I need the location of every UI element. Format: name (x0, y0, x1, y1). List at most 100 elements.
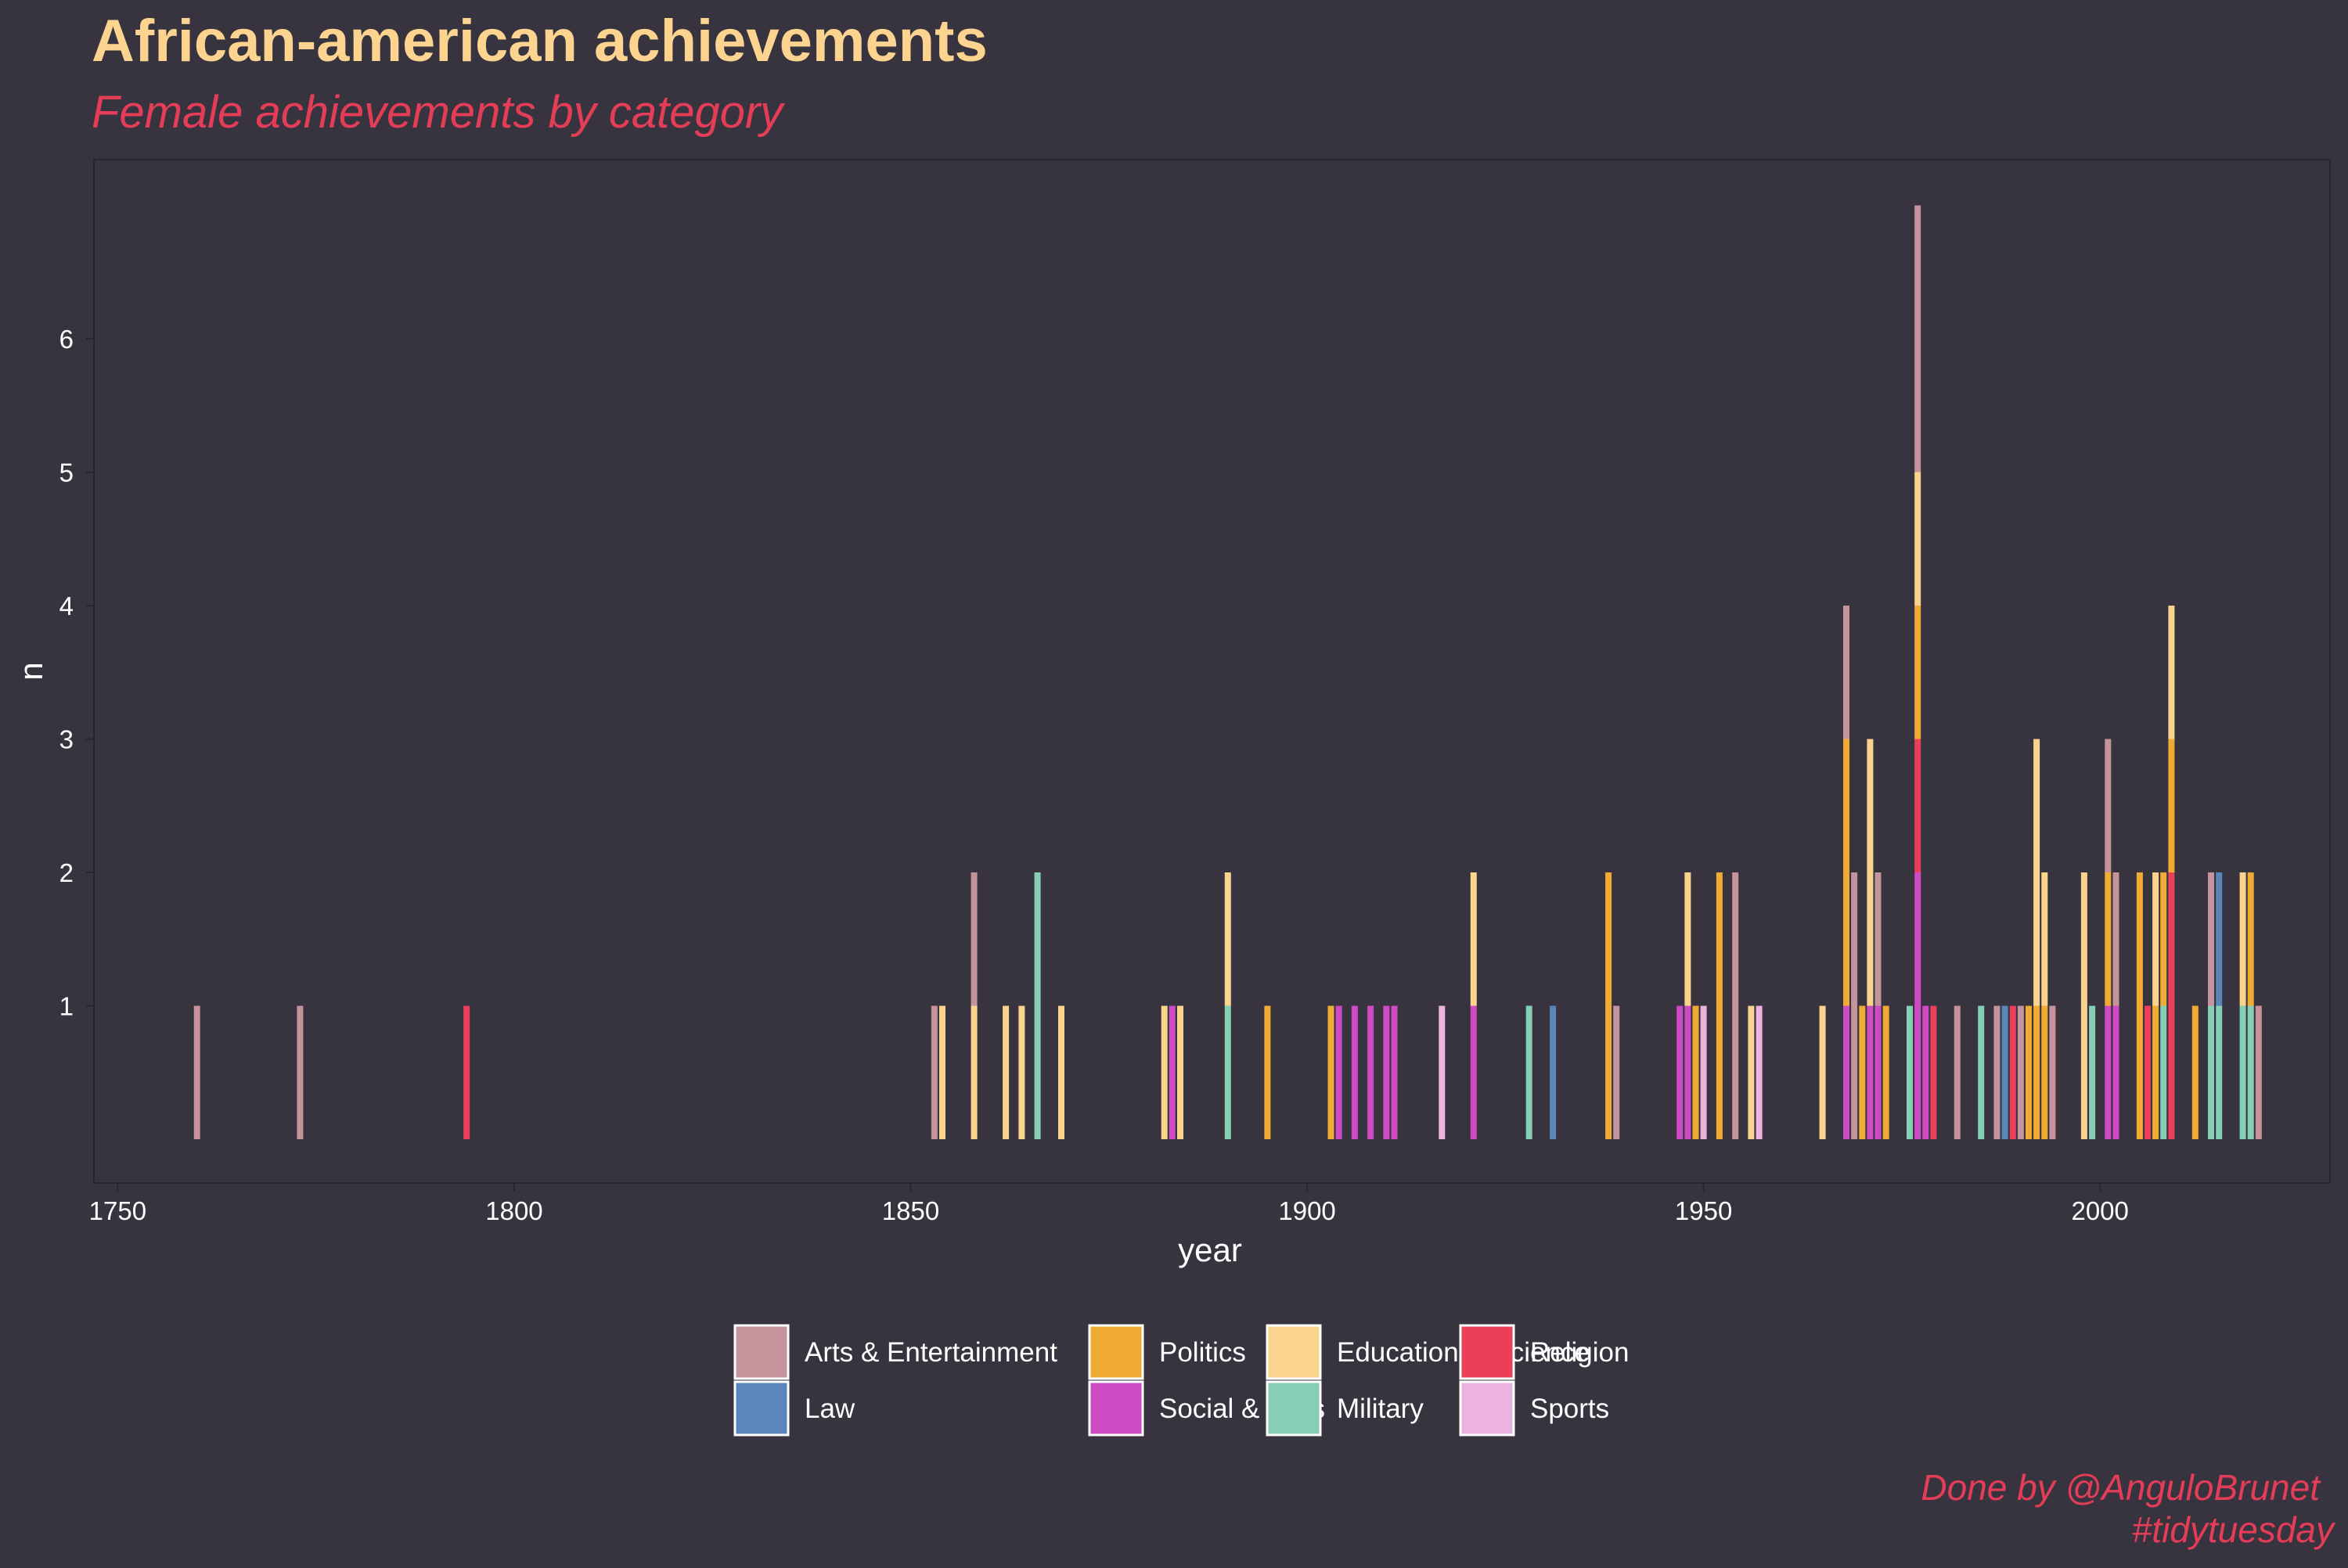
bar-1760-arts-and-entertainment (193, 1005, 200, 1139)
bar-1938-politics (1605, 872, 1612, 1139)
bar-1998-education-and-science (2080, 872, 2087, 1139)
bar-2002-social-and-jobs (2112, 1005, 2119, 1139)
bar-1910-social-and-jobs (1383, 1005, 1390, 1139)
bar-2007-education-and-science (2152, 872, 2159, 1006)
bar-1921-social-and-jobs (1470, 1005, 1477, 1139)
bar-1939-arts-and-entertainment (1613, 1005, 1620, 1139)
bar-1884-education-and-science (1177, 1005, 1183, 1139)
legend-key-sports (1459, 1380, 1515, 1437)
bar-1904-social-and-jobs (1335, 1005, 1342, 1139)
bar-1977-religion (1914, 739, 1921, 872)
bar-1866-military (1034, 872, 1041, 1139)
legend-label-politics: Politics (1159, 1337, 1246, 1368)
bar-1990-arts-and-entertainment (2017, 1005, 2024, 1139)
bar-2001-social-and-jobs (2105, 1005, 2112, 1139)
bar-2020-arts-and-entertainment (2255, 1005, 2262, 1139)
bar-1972-social-and-jobs (1874, 1005, 1882, 1139)
bar-1994-arts-and-entertainment (2049, 1005, 2056, 1139)
bar-1858-education-and-science (971, 1005, 978, 1139)
bar-1992-politics (2033, 1005, 2040, 1139)
bar-1957-sports (1756, 1005, 1763, 1139)
bar-1968-social-and-jobs (1843, 1005, 1849, 1139)
legend-key-social-and-jobs (1088, 1380, 1144, 1437)
bar-2001-arts-and-entertainment (2105, 739, 2112, 872)
y-tick-label: 3 (59, 725, 74, 754)
bar-1991-politics (2026, 1005, 2032, 1139)
bar-2014-military (2208, 1005, 2214, 1139)
y-axis-title: n (13, 662, 49, 680)
bar-2008-politics (2160, 872, 2167, 1006)
legend-label-religion: Religion (1530, 1337, 1629, 1368)
bar-2009-politics (2168, 739, 2175, 872)
bar-1947-social-and-jobs (1676, 1005, 1684, 1139)
legend-key-politics (1088, 1324, 1144, 1380)
x-tick-label: 2000 (2071, 1196, 2128, 1225)
bar-1952-politics (1716, 872, 1723, 1139)
bar-1903-politics (1327, 1005, 1334, 1139)
bar-1794-religion (463, 1005, 470, 1139)
bar-2019-politics (2247, 872, 2254, 1006)
bar-1971-education-and-science (1867, 739, 1874, 1006)
bar-2002-arts-and-entertainment (2112, 872, 2119, 1006)
x-tick-label: 1950 (1675, 1196, 1732, 1225)
bar-1883-social-and-jobs (1169, 1005, 1176, 1139)
bar-1890-education-and-science (1224, 872, 1231, 1006)
bar-1869-education-and-science (1058, 1005, 1064, 1139)
bar-1911-social-and-jobs (1391, 1005, 1398, 1139)
legend-label-sports: Sports (1530, 1394, 1609, 1424)
bar-1977-politics (1914, 606, 1921, 739)
x-tick-label: 1800 (485, 1196, 542, 1225)
bar-2014-arts-and-entertainment (2208, 872, 2214, 1006)
bar-1956-education-and-science (1748, 1005, 1755, 1139)
bar-1948-education-and-science (1684, 872, 1691, 1006)
bar-1854-education-and-science (939, 1005, 945, 1139)
bar-2019-military (2247, 1005, 2254, 1139)
bars-layer (193, 205, 2262, 1139)
bar-1989-religion (2009, 1005, 2016, 1139)
bar-2009-religion (2168, 872, 2175, 1139)
legend-key-law (733, 1380, 790, 1437)
bar-2006-religion (2145, 1005, 2151, 1139)
chart-subtitle: Female achievements by category (92, 87, 785, 138)
bar-1965-education-and-science (1819, 1005, 1826, 1139)
bar-1948-social-and-jobs (1684, 1005, 1691, 1139)
chart-title: African-american achievements (92, 8, 988, 74)
bar-2012-politics (2191, 1005, 2199, 1139)
bar-1968-politics (1843, 739, 1849, 1006)
bar-1970-politics (1859, 1005, 1866, 1139)
bar-1862-education-and-science (1003, 1005, 1010, 1139)
bar-1917-sports (1439, 1005, 1446, 1139)
y-tick-label: 2 (59, 858, 74, 887)
bar-1985-military (1978, 1005, 1985, 1139)
bar-1977-education-and-science (1914, 472, 1921, 606)
y-tick-label: 1 (59, 992, 74, 1021)
bar-1973-politics (1882, 1005, 1889, 1139)
bar-2015-military (2216, 1005, 2223, 1139)
bar-1882-education-and-science (1161, 1005, 1168, 1139)
caption-author: Done by @AnguloBrunet (1921, 1467, 2321, 1508)
bar-1864-education-and-science (1018, 1005, 1025, 1139)
bar-2001-politics (2105, 872, 2112, 1006)
legend-label-military: Military (1337, 1394, 1424, 1424)
bar-2018-education-and-science (2239, 872, 2246, 1006)
bar-1921-education-and-science (1470, 872, 1477, 1006)
x-tick-label: 1750 (89, 1196, 146, 1225)
bar-2009-education-and-science (2168, 606, 2175, 739)
bar-1890-military (1224, 1005, 1231, 1139)
bar-2005-politics (2136, 872, 2143, 1139)
bar-1972-arts-and-entertainment (1874, 872, 1882, 1006)
bar-1969-arts-and-entertainment (1851, 872, 1858, 1139)
bar-1949-politics (1692, 1005, 1699, 1139)
legend-label-arts-and-entertainment: Arts & Entertainment (805, 1337, 1057, 1368)
y-tick-label: 6 (59, 325, 74, 354)
x-axis: 1750 1800 1850 1900 1950 2000 (89, 1183, 2129, 1225)
bar-1968-arts-and-entertainment (1843, 606, 1849, 739)
bar-1999-military (2089, 1005, 2096, 1139)
bar-1858-arts-and-entertainment (971, 872, 978, 1006)
bar-1993-politics (2041, 1005, 2048, 1139)
bar-2015-law (2216, 872, 2223, 1006)
y-axis: 1 2 3 4 5 6 (59, 325, 94, 1021)
caption-hashtag: #tidytuesday (2132, 1509, 2336, 1550)
